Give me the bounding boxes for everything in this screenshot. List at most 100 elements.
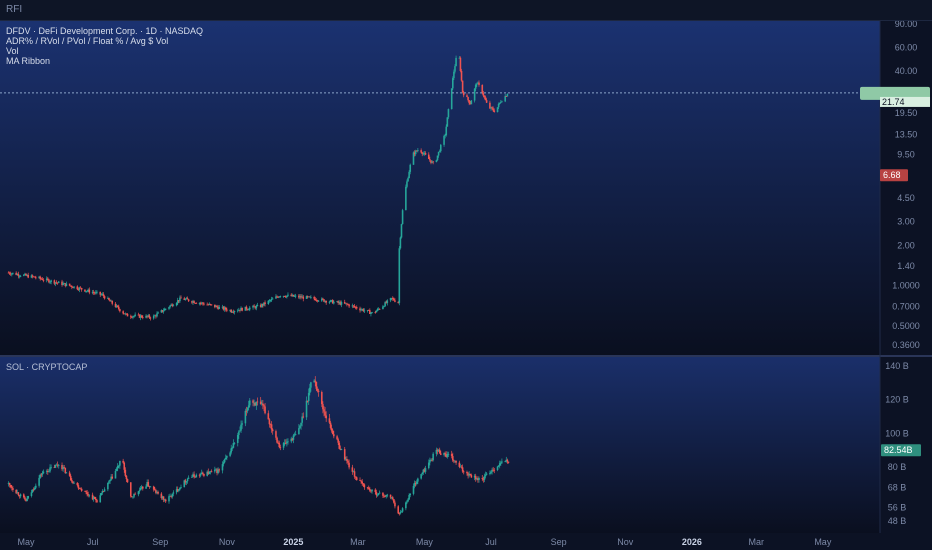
candle bbox=[99, 493, 102, 503]
candle bbox=[482, 91, 485, 98]
candle bbox=[141, 315, 144, 320]
candle bbox=[291, 293, 294, 297]
candle bbox=[126, 478, 129, 483]
candle bbox=[77, 483, 80, 491]
candle bbox=[218, 468, 221, 473]
candle bbox=[466, 470, 468, 476]
toolbar-label[interactable]: RFI bbox=[6, 4, 23, 15]
candle bbox=[407, 176, 409, 182]
candle bbox=[168, 494, 170, 504]
candle bbox=[374, 310, 377, 314]
candle bbox=[26, 495, 28, 502]
candle bbox=[122, 458, 124, 464]
candle bbox=[435, 447, 438, 457]
candle bbox=[345, 456, 347, 461]
candle bbox=[186, 477, 189, 484]
candle bbox=[232, 439, 235, 449]
candle bbox=[277, 296, 279, 299]
candle bbox=[375, 489, 378, 498]
candle bbox=[55, 280, 58, 285]
candle bbox=[95, 289, 97, 295]
candle bbox=[276, 436, 278, 444]
candle bbox=[35, 483, 37, 489]
candle bbox=[485, 98, 488, 104]
candle bbox=[469, 473, 472, 476]
candle bbox=[180, 484, 182, 489]
candle bbox=[378, 490, 381, 494]
x-tick-label: Jul bbox=[485, 537, 497, 547]
candle bbox=[68, 283, 71, 287]
candle bbox=[322, 401, 324, 414]
sol-last-value: 82.54B bbox=[884, 445, 913, 455]
candle bbox=[92, 289, 95, 295]
y-tick-label: 0.5000 bbox=[892, 321, 920, 331]
candle bbox=[65, 281, 68, 287]
candle bbox=[221, 304, 224, 310]
y-tick-label: 140 B bbox=[885, 361, 909, 371]
candle bbox=[238, 430, 240, 439]
candle bbox=[430, 160, 432, 165]
candle bbox=[218, 304, 221, 310]
candle bbox=[310, 381, 312, 392]
sol-legend[interactable]: SOL · CRYPTOCAP bbox=[6, 362, 88, 372]
x-tick-label: Mar bbox=[748, 537, 764, 547]
candle bbox=[149, 316, 152, 321]
candle bbox=[328, 300, 331, 305]
candle bbox=[137, 312, 140, 316]
indicator-ma-ribbon[interactable]: MA Ribbon bbox=[6, 56, 51, 66]
candle bbox=[19, 274, 22, 278]
candle bbox=[192, 472, 194, 478]
y-tick-label: 120 B bbox=[885, 395, 909, 405]
candle bbox=[199, 472, 202, 478]
candle bbox=[430, 458, 432, 462]
candle bbox=[443, 452, 445, 457]
candle bbox=[271, 428, 274, 435]
candle bbox=[279, 295, 282, 298]
candle bbox=[179, 487, 181, 491]
candle bbox=[415, 479, 418, 486]
candle bbox=[169, 493, 171, 497]
candle bbox=[152, 485, 155, 492]
candle bbox=[466, 93, 468, 98]
indicator-vol[interactable]: Vol bbox=[6, 46, 19, 56]
candle bbox=[309, 383, 311, 396]
indicator-adr[interactable]: ADR% / RVol / PVol / Float % / Avg $ Vol bbox=[6, 36, 169, 46]
candle bbox=[117, 464, 120, 469]
candle bbox=[348, 459, 350, 470]
candle bbox=[347, 303, 349, 306]
candle bbox=[294, 293, 297, 299]
candle bbox=[184, 478, 187, 485]
candle bbox=[298, 294, 300, 299]
candle bbox=[473, 88, 476, 103]
candle bbox=[179, 295, 181, 304]
candle bbox=[393, 499, 395, 504]
candle bbox=[101, 292, 104, 296]
candle bbox=[126, 312, 129, 317]
candle bbox=[263, 404, 265, 412]
candle bbox=[328, 414, 331, 424]
candle bbox=[333, 300, 335, 305]
symbol-title[interactable]: DFDV · DeFi Development Corp. · 1D · NAS… bbox=[6, 26, 204, 36]
candle bbox=[490, 470, 492, 475]
candle bbox=[27, 272, 29, 279]
candle bbox=[507, 461, 510, 464]
candle bbox=[191, 474, 193, 478]
candle bbox=[496, 465, 499, 472]
candle bbox=[214, 304, 216, 309]
candle bbox=[329, 299, 332, 303]
low-price-value: 6.68 bbox=[883, 170, 901, 180]
candle bbox=[63, 464, 66, 469]
candle bbox=[498, 460, 501, 469]
candle bbox=[123, 461, 126, 473]
candle bbox=[286, 438, 288, 447]
candle bbox=[447, 108, 450, 120]
candle bbox=[287, 438, 289, 445]
candle bbox=[195, 473, 198, 478]
candle bbox=[193, 300, 195, 304]
candle bbox=[87, 288, 90, 292]
candle bbox=[125, 475, 128, 483]
candle bbox=[33, 486, 36, 491]
y-tick-label: 68 B bbox=[888, 482, 907, 492]
candle bbox=[171, 303, 174, 308]
